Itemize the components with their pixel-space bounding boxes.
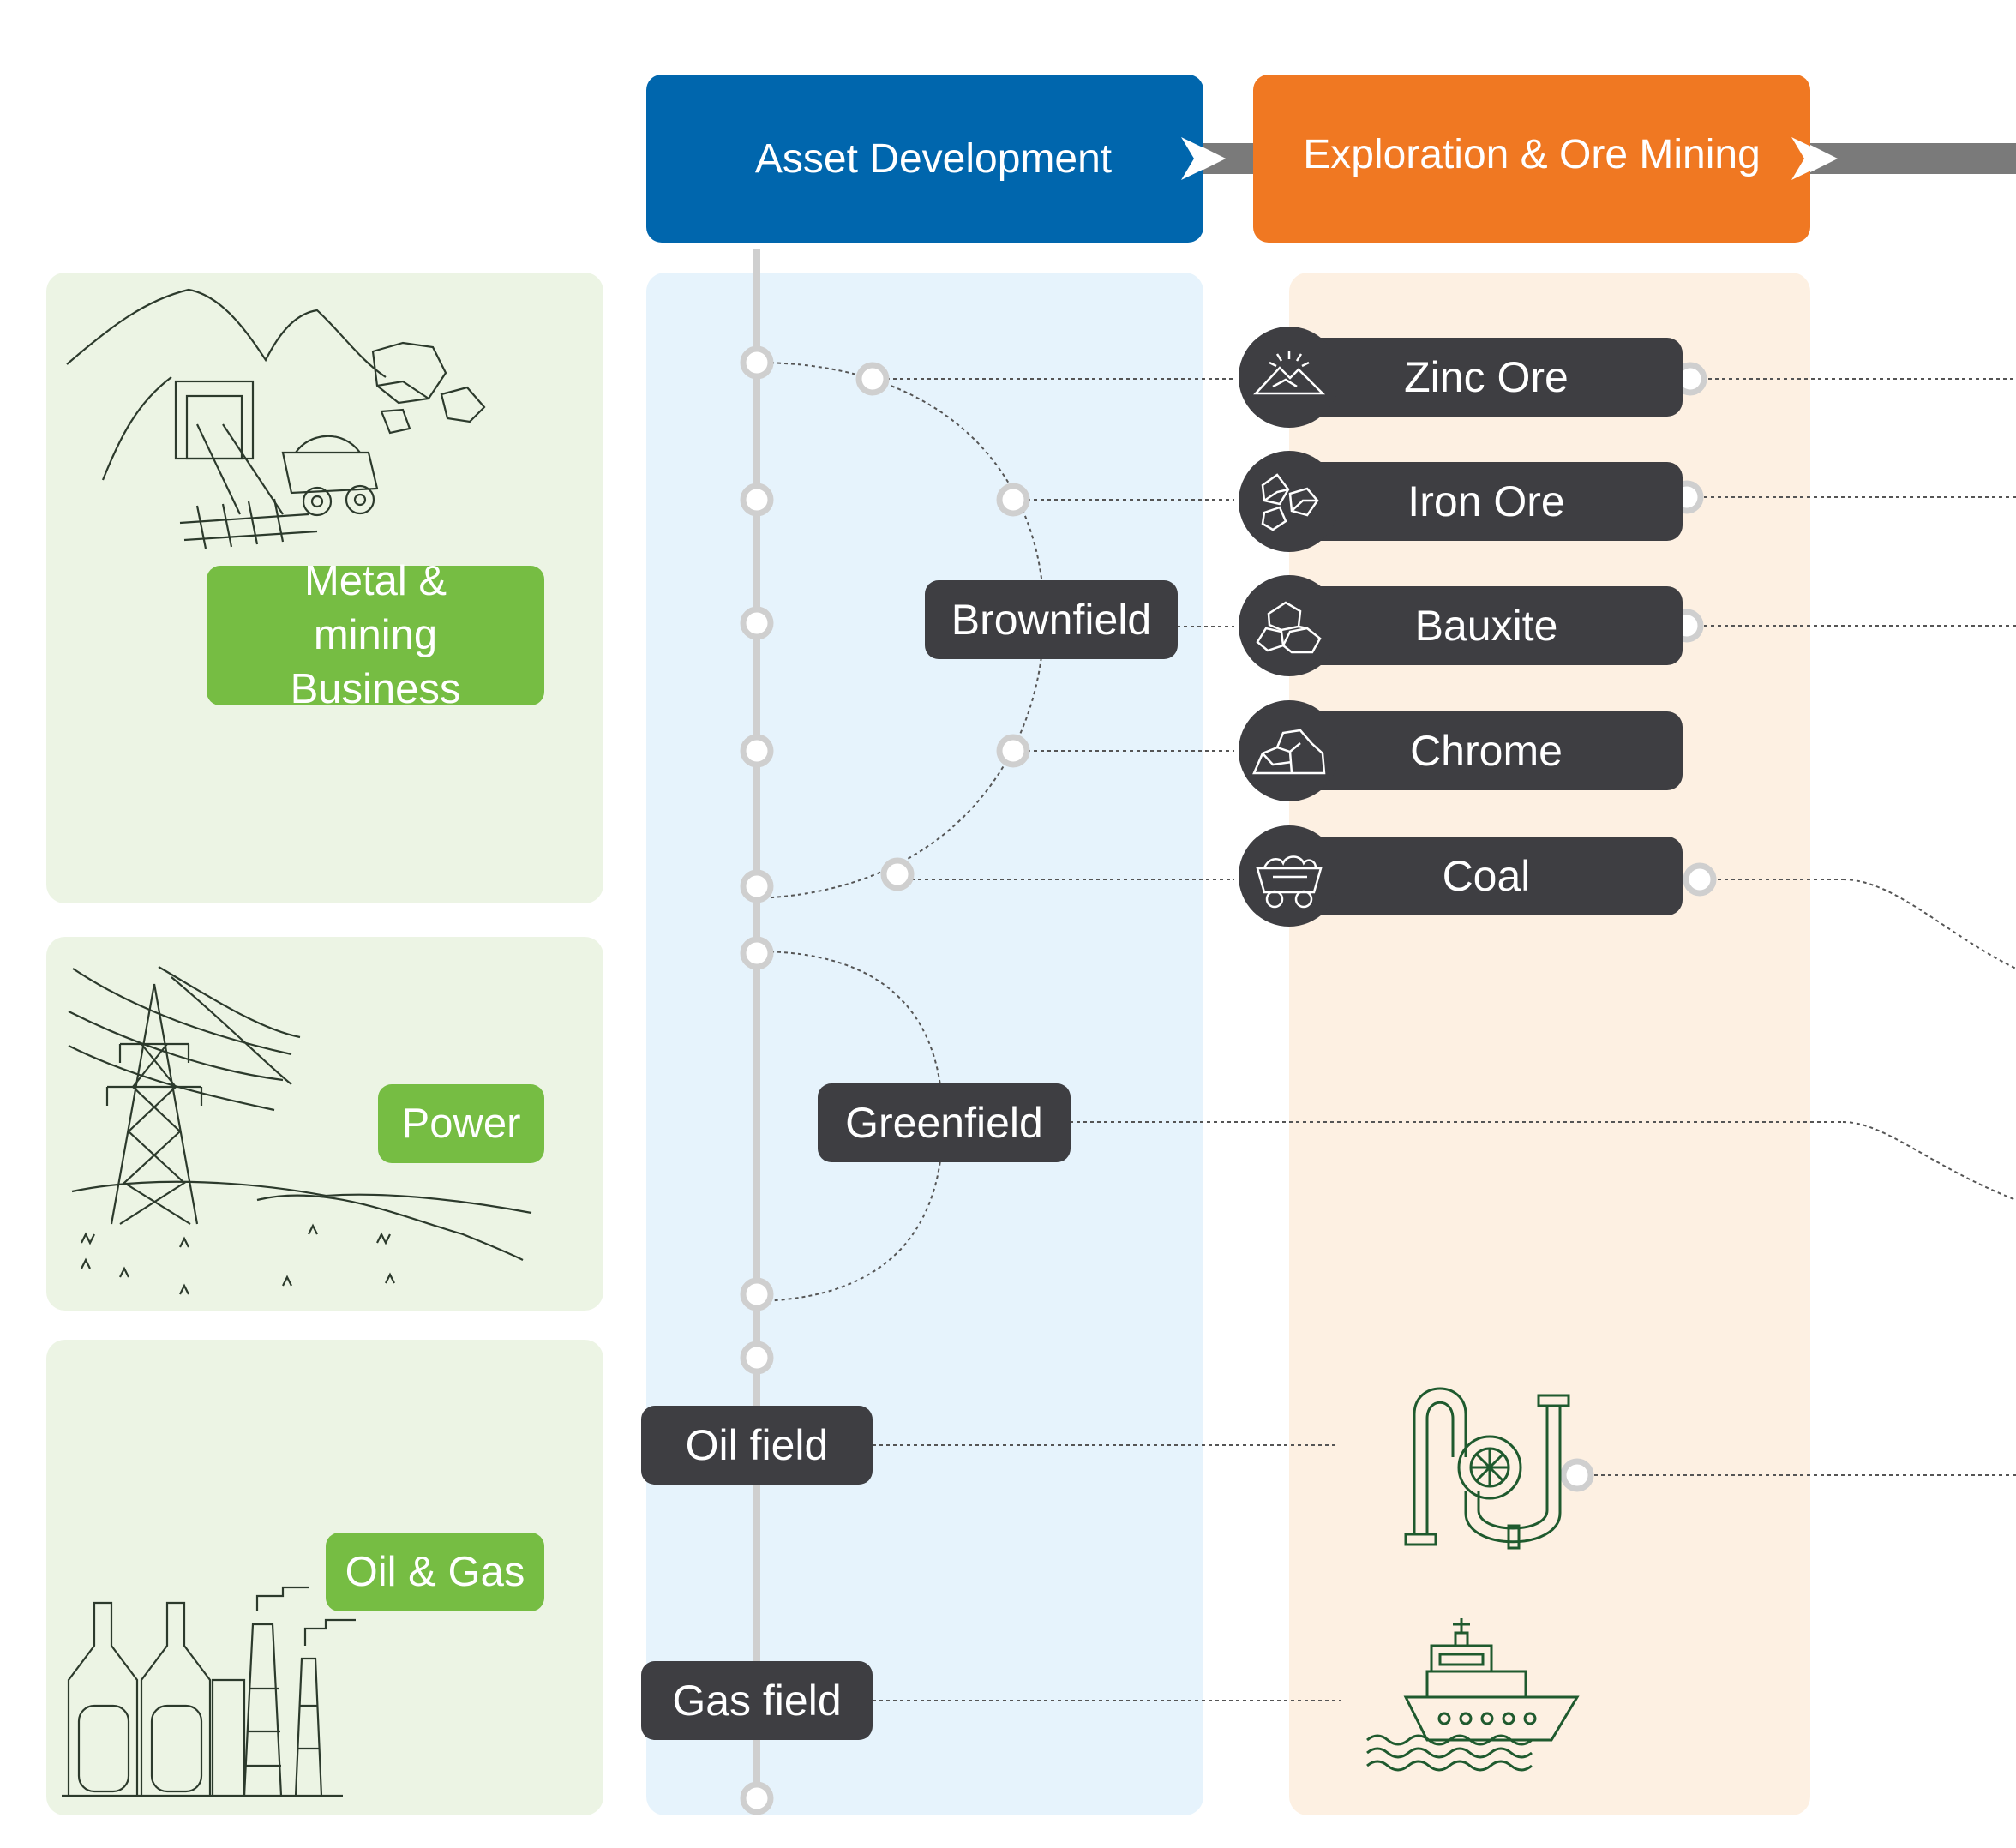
brownfield-pill: Brownfield — [925, 580, 1178, 659]
gas-field-label: Gas field — [672, 1677, 842, 1725]
exploration-header: Exploration & Ore Mining — [1253, 75, 1810, 243]
oil-field-label: Oil field — [685, 1421, 829, 1469]
ore-label: Zinc Ore — [1404, 353, 1569, 401]
asset-development-title: Asset Development — [754, 135, 1113, 182]
greenfield-pill: Greenfield — [818, 1083, 1071, 1162]
ore-label: Iron Ore — [1407, 477, 1565, 525]
arc-node — [855, 362, 890, 396]
ore-pill-coal: Coal — [1290, 837, 1683, 915]
power-label: Power — [401, 1100, 521, 1147]
timeline-node — [740, 606, 774, 640]
brownfield-label: Brownfield — [951, 596, 1152, 644]
mining-illustration — [66, 288, 486, 549]
asset-development-column — [646, 273, 1203, 1815]
ore-node — [1683, 862, 1717, 897]
asset-development-header: Asset Development — [646, 75, 1203, 243]
rock-pile-icon — [1239, 575, 1340, 676]
oil-gas-tag: Oil & Gas — [326, 1533, 544, 1611]
timeline-node — [740, 734, 774, 768]
mine-cart-icon — [1239, 825, 1340, 927]
mountain-icon — [1239, 327, 1340, 428]
factory-illustration — [62, 1586, 356, 1797]
timeline-node — [740, 1781, 774, 1815]
ship-icon — [1366, 1618, 1580, 1772]
gas-field-pill: Gas field — [641, 1661, 873, 1740]
power-tower-illustration — [68, 966, 532, 1295]
ore-pill-zinc: Zinc Ore — [1290, 338, 1683, 417]
ore-label: Coal — [1442, 852, 1531, 900]
timeline-node — [740, 1341, 774, 1375]
ore-chunks-icon — [1239, 451, 1340, 552]
pipeline-icon — [1404, 1387, 1570, 1550]
power-tag: Power — [378, 1084, 544, 1163]
timeline-node — [740, 936, 774, 970]
ore-pill-chrome: Chrome — [1290, 711, 1683, 790]
timeline-node — [740, 869, 774, 903]
arc-node — [996, 483, 1030, 517]
ore-label: Chrome — [1410, 727, 1563, 775]
greenfield-label: Greenfield — [845, 1099, 1043, 1147]
oil-gas-label: Oil & Gas — [345, 1548, 525, 1595]
header-arrow-bar-right — [1810, 143, 2016, 174]
exploration-title: Exploration & Ore Mining — [1303, 131, 1761, 177]
arc-node — [996, 734, 1030, 768]
oil-field-pill: Oil field — [641, 1406, 873, 1485]
rock-icon — [1239, 700, 1340, 801]
arc-node — [880, 857, 915, 891]
ore-label: Bauxite — [1414, 602, 1558, 650]
ore-pill-iron: Iron Ore — [1290, 462, 1683, 541]
metal-mining-tag: Metal & mining Business — [207, 558, 544, 712]
oil-node — [1560, 1458, 1594, 1492]
ore-pill-bauxite: Bauxite — [1290, 586, 1683, 665]
metal-mining-label: Metal & mining Business — [290, 558, 461, 712]
timeline-node — [740, 345, 774, 380]
timeline-node — [740, 483, 774, 517]
timeline-node — [740, 1277, 774, 1311]
